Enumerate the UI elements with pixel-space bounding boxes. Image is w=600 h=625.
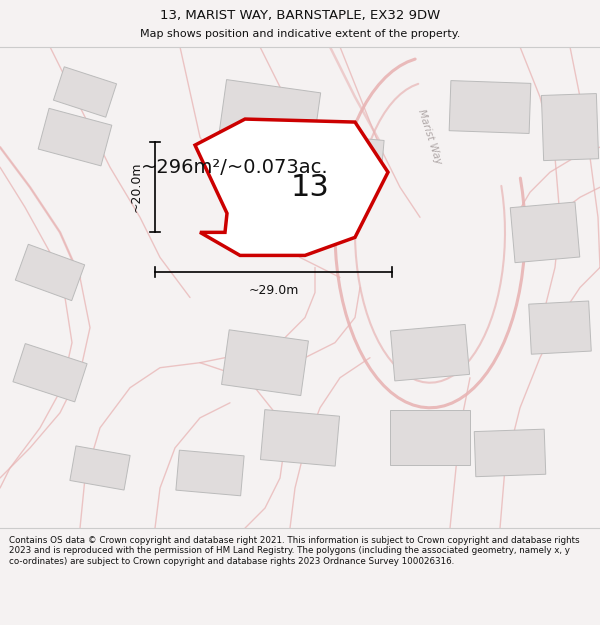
Polygon shape [70, 446, 130, 490]
Text: Contains OS data © Crown copyright and database right 2021. This information is : Contains OS data © Crown copyright and d… [9, 536, 580, 566]
Polygon shape [16, 244, 85, 301]
Text: Map shows position and indicative extent of the property.: Map shows position and indicative extent… [140, 29, 460, 39]
Polygon shape [306, 134, 384, 181]
Polygon shape [529, 301, 591, 354]
Text: ~296m²/~0.073ac.: ~296m²/~0.073ac. [141, 158, 329, 177]
Polygon shape [541, 94, 599, 161]
Polygon shape [195, 119, 388, 256]
Polygon shape [390, 411, 470, 466]
Polygon shape [176, 450, 244, 496]
Polygon shape [449, 81, 531, 134]
Text: Marist Way: Marist Way [416, 108, 443, 166]
Polygon shape [53, 67, 116, 118]
Polygon shape [220, 79, 320, 144]
Text: ~29.0m: ~29.0m [248, 284, 299, 298]
Polygon shape [510, 202, 580, 262]
Text: ~20.0m: ~20.0m [130, 162, 143, 212]
Text: 13: 13 [290, 173, 329, 202]
Text: 13, MARIST WAY, BARNSTAPLE, EX32 9DW: 13, MARIST WAY, BARNSTAPLE, EX32 9DW [160, 9, 440, 21]
Polygon shape [13, 344, 87, 402]
Polygon shape [260, 409, 340, 466]
Polygon shape [391, 324, 470, 381]
Polygon shape [474, 429, 546, 477]
Polygon shape [38, 108, 112, 166]
Polygon shape [221, 330, 308, 396]
